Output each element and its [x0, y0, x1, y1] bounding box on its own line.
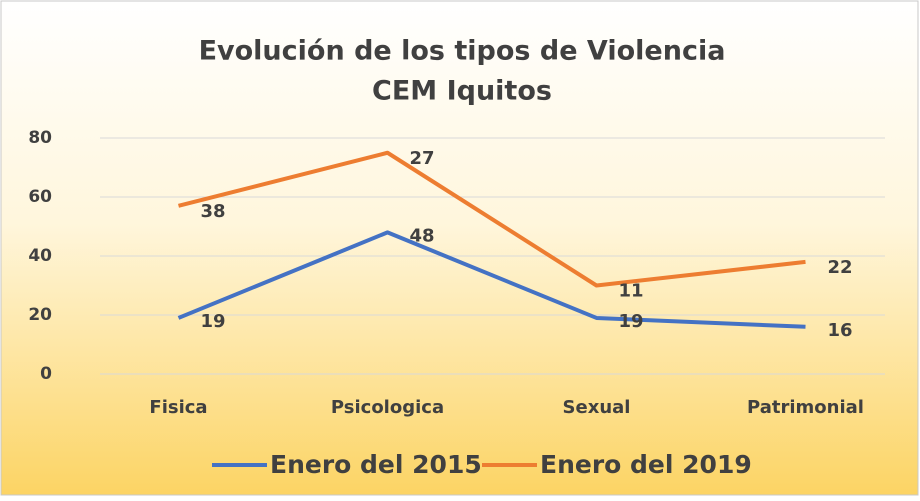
legend-label: Enero del 2019 [540, 450, 752, 479]
y-tick-label: 60 [28, 187, 52, 207]
y-tick-label: 40 [28, 246, 52, 266]
x-tick-label: Sexual [563, 397, 631, 418]
data-label: 48 [410, 225, 435, 246]
data-label: 16 [828, 320, 853, 341]
line-series [177, 230, 806, 329]
x-tick-label: Psicologica [331, 397, 444, 418]
chart-subtitle: CEM Iquitos [372, 76, 552, 107]
data-label: 27 [410, 148, 435, 169]
data-label: 19 [619, 311, 644, 332]
data-label: 11 [619, 281, 644, 302]
line-series [178, 150, 806, 288]
x-tick-label: Patrimonial [747, 397, 864, 418]
x-tick-label: Fisica [149, 397, 207, 418]
data-label: 38 [201, 201, 226, 222]
y-tick-label: 20 [28, 305, 52, 325]
data-label: 22 [828, 257, 853, 278]
chart-title: Evolución de los tipos de Violencia [199, 36, 726, 67]
y-tick-label: 0 [40, 364, 52, 384]
y-tick-label: 80 [28, 128, 52, 148]
legend-label: Enero del 2015 [270, 450, 482, 479]
data-label: 19 [201, 311, 226, 332]
